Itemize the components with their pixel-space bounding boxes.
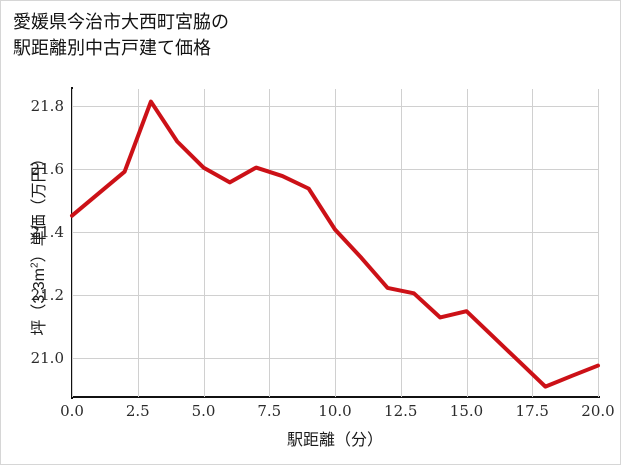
title-line-1: 愛媛県今治市大西町宮脇の	[13, 12, 229, 32]
gridline-vertical	[400, 89, 402, 397]
x-tick-label: 2.5	[125, 402, 150, 420]
x-tick-label: 17.5	[515, 402, 549, 420]
gridline-vertical	[532, 89, 534, 397]
gridline-vertical	[335, 89, 336, 397]
x-axis-title: 駅距離（分）	[286, 432, 383, 449]
x-tick-label: 12.5	[384, 402, 418, 420]
gridline-vertical	[72, 89, 73, 397]
y-axis-title-prefix: 坪（3.3m	[31, 268, 48, 336]
line-series-svg	[70, 99, 600, 389]
y-tick-label: 21.0	[30, 348, 64, 367]
page-title: 愛媛県今治市大西町宮脇の 駅距離別中古戸建て価格	[13, 9, 573, 61]
x-axis-spine	[71, 396, 600, 398]
x-tick-label: 10.0	[318, 402, 352, 420]
gridline-vertical	[466, 89, 468, 397]
y-tick-label: 21.2	[30, 285, 64, 304]
x-tick-label: 5.0	[191, 402, 216, 420]
y-axis-title-suffix: ）単価（万円）	[31, 150, 48, 263]
y-tick-label: 21.6	[30, 160, 64, 179]
title-line-2: 駅距離別中古戸建て価格	[13, 38, 211, 58]
data-line	[70, 99, 600, 389]
x-tick-label: 0.0	[60, 402, 84, 420]
gridline-vertical	[598, 89, 599, 397]
y-tick-label: 21.4	[30, 223, 64, 241]
y-tick-label: 21.8	[30, 97, 64, 116]
gridline-vertical	[269, 89, 271, 397]
x-tick-label: 15.0	[449, 402, 484, 420]
y-axis-title-superscript: 2	[29, 262, 41, 268]
gridline-vertical	[137, 89, 139, 397]
plot-area	[70, 89, 600, 397]
y-axis-title: 坪（3.3m2）単価（万円）	[25, 83, 49, 403]
x-tick-label: 20.0	[581, 402, 615, 420]
gridline-vertical	[203, 89, 205, 397]
x-tick-label: 7.5	[257, 402, 282, 420]
